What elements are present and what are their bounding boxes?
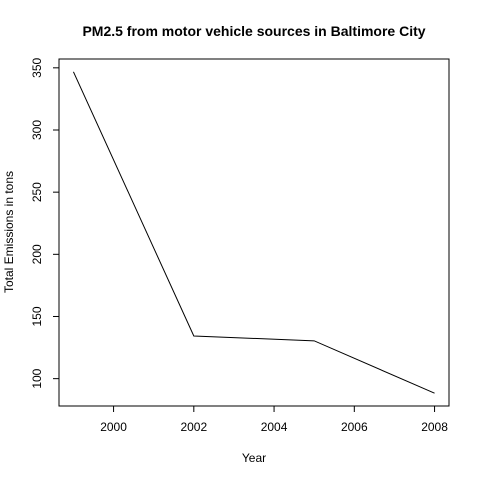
y-tick-label: 200 <box>30 244 44 264</box>
y-tick-label: 150 <box>30 306 44 326</box>
series-group <box>72 71 435 394</box>
x-tick-label: 2002 <box>180 420 207 434</box>
y-tick-label: 350 <box>30 57 44 77</box>
x-tick-label: 2008 <box>421 420 448 434</box>
x-tick-label: 2006 <box>341 420 368 434</box>
x-axis-label: Year <box>242 451 266 465</box>
x-axis: 2000 2002 2004 2006 2008 <box>100 406 448 434</box>
y-tick-label: 100 <box>30 368 44 388</box>
y-axis: 100 150 200 250 300 350 <box>30 57 59 389</box>
chart-title: PM2.5 from motor vehicle sources in Balt… <box>82 23 425 39</box>
plot-frame <box>58 58 450 407</box>
series-line <box>72 71 435 394</box>
x-tick-label: 2000 <box>100 420 127 434</box>
y-tick-label: 300 <box>30 120 44 140</box>
y-tick-label: 250 <box>30 182 44 202</box>
y-axis-label: Total Emissions in tons <box>2 171 16 293</box>
x-tick-label: 2004 <box>261 420 288 434</box>
